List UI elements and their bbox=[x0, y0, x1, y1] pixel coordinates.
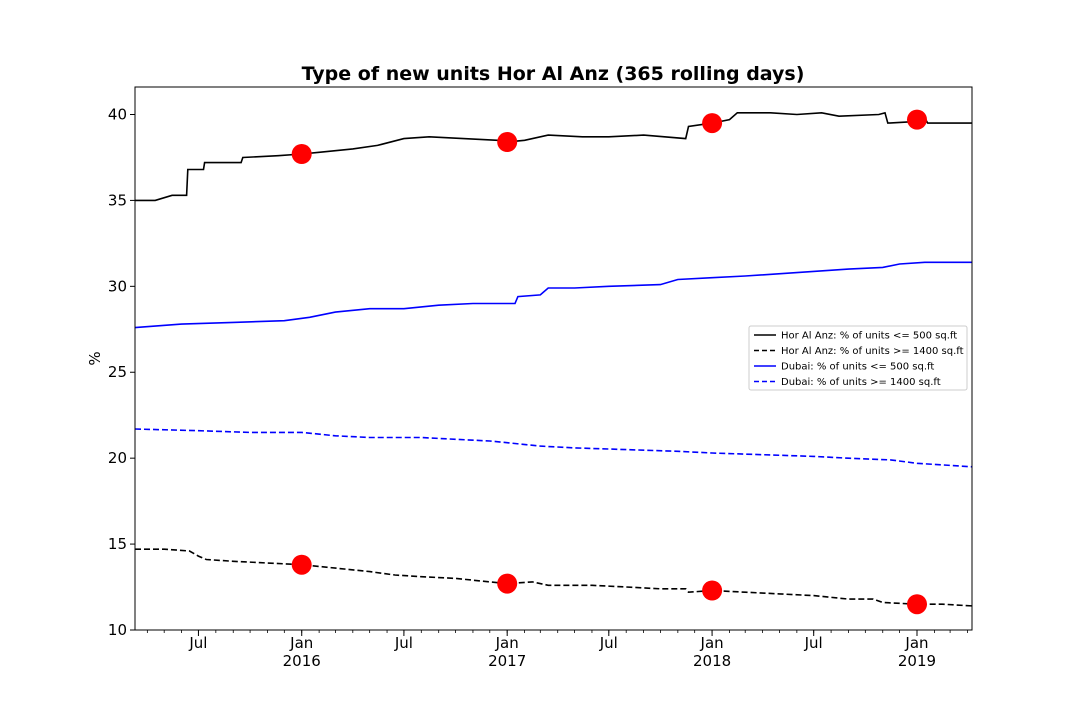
x-tick-year-label: 2016 bbox=[283, 652, 321, 670]
x-tick-label: Jan bbox=[495, 634, 519, 652]
legend: Hor Al Anz: % of units <= 500 sq.ft Hor A… bbox=[748, 325, 968, 391]
marker-layer bbox=[291, 109, 927, 615]
y-axis-label: % bbox=[86, 351, 104, 365]
marker-point bbox=[497, 132, 518, 152]
legend-box bbox=[748, 325, 968, 391]
y-axis: 10 15 20 25 30 35 40 bbox=[108, 105, 135, 639]
legend-label: Dubai: % of units >= 1400 sq.ft bbox=[781, 377, 941, 388]
chart-title: Type of new units Hor Al Anz (365 rollin… bbox=[302, 63, 805, 85]
y-tick-label: 25 bbox=[108, 363, 127, 381]
y-tick-label: 35 bbox=[108, 191, 127, 209]
x-tick-year-label: 2017 bbox=[488, 652, 526, 670]
legend-label: Dubai: % of units <= 500 sq.ft bbox=[781, 362, 934, 373]
x-tick-label: Jan bbox=[289, 634, 313, 652]
y-tick-label: 15 bbox=[108, 535, 127, 553]
y-tick-label: 30 bbox=[108, 277, 127, 295]
x-tick-year-label: 2018 bbox=[693, 652, 731, 670]
marker-point bbox=[291, 554, 312, 575]
series-line-4 bbox=[134, 428, 973, 468]
x-tick-label: Jan bbox=[904, 634, 928, 652]
y-tick-label: 20 bbox=[108, 449, 127, 467]
x-tick-year-label: 2019 bbox=[898, 652, 936, 670]
y-tick-label: 40 bbox=[108, 105, 127, 123]
x-tick-label: Jul bbox=[804, 634, 823, 652]
series-line-3 bbox=[134, 261, 972, 329]
marker-point bbox=[497, 573, 518, 594]
x-tick-label: Jul bbox=[188, 634, 207, 652]
y-tick-label: 10 bbox=[108, 621, 127, 639]
marker-point bbox=[907, 109, 927, 130]
legend-label: Hor Al Anz: % of units >= 1400 sq.ft bbox=[781, 346, 964, 357]
marker-point bbox=[907, 594, 927, 615]
plot-area-frame bbox=[134, 86, 973, 631]
marker-point bbox=[702, 113, 723, 134]
marker-point bbox=[702, 580, 723, 601]
series-line-2 bbox=[135, 548, 973, 607]
x-tick-label: Jul bbox=[394, 634, 413, 652]
legend-label: Hor Al Anz: % of units <= 500 sq.ft bbox=[781, 331, 957, 342]
series-layer bbox=[134, 111, 973, 607]
y-axis-label-group: % bbox=[86, 351, 104, 365]
x-tick-label: Jul bbox=[599, 634, 618, 652]
series-line-1 bbox=[135, 111, 972, 202]
x-tick-label: Jan bbox=[700, 634, 724, 652]
marker-point bbox=[291, 144, 312, 164]
